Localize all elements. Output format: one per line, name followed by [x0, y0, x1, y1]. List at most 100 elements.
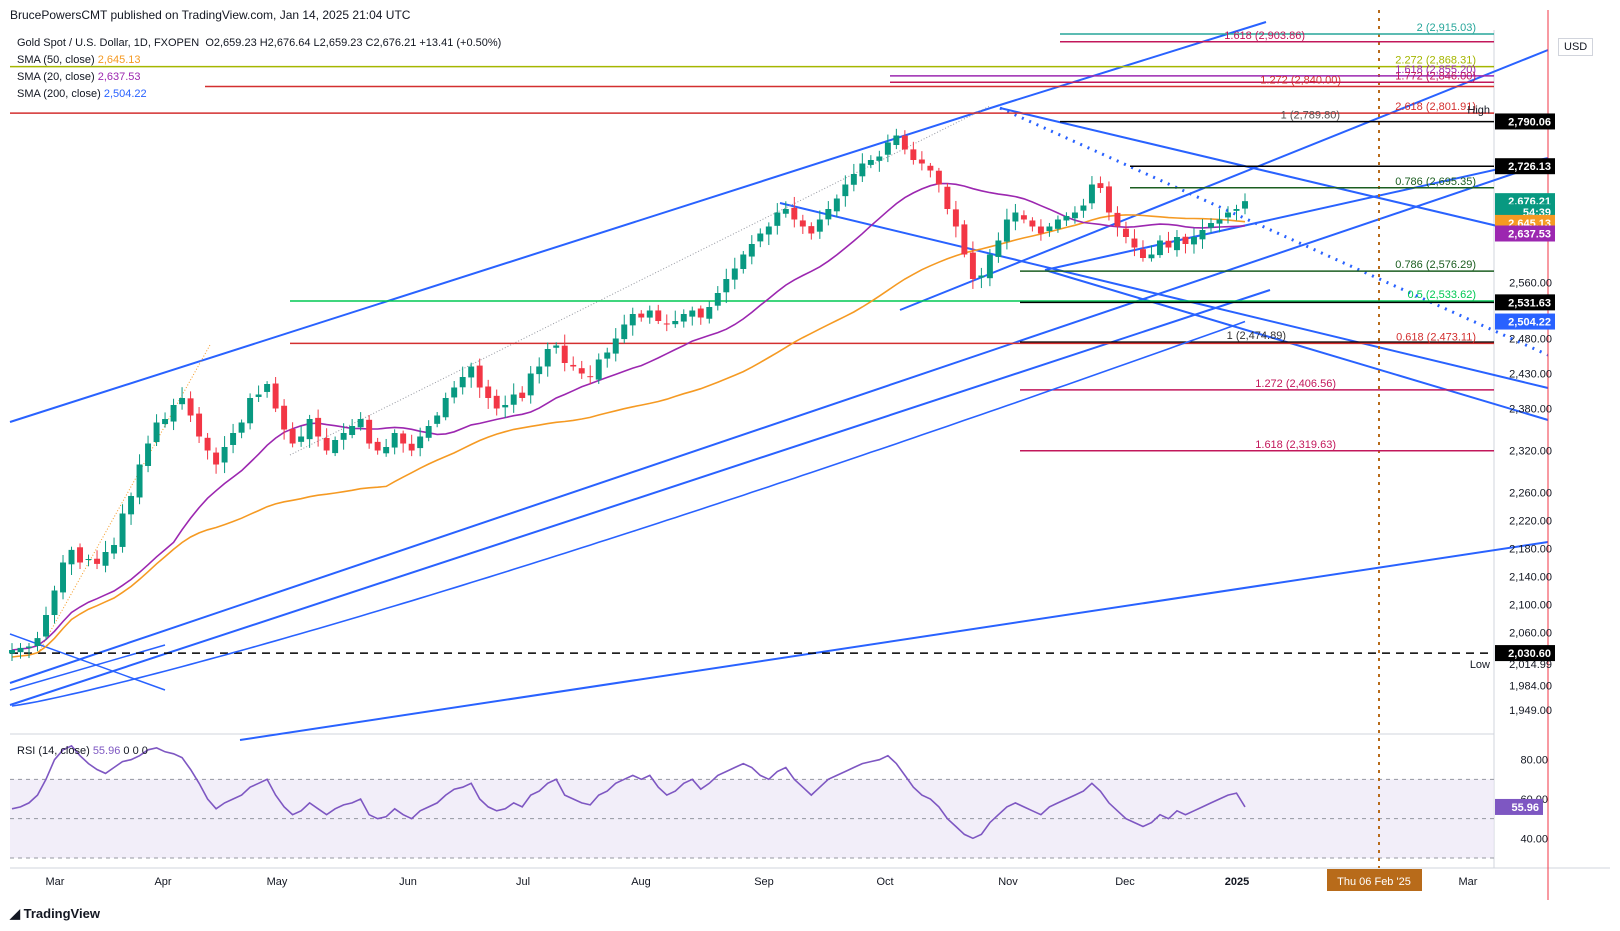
candle-body-81: [697, 308, 704, 318]
fib-label-14: 1.618 (2,319.63): [1255, 439, 1336, 451]
legend-sma20[interactable]: SMA (20, close) 2,637.53: [17, 69, 501, 86]
price-tick-7: 2,220.00: [1509, 516, 1552, 528]
candle-body-100: [859, 163, 866, 177]
candle-body-10: [94, 558, 101, 564]
candle-body-130: [1114, 212, 1121, 227]
time-highlight-bg: [1327, 869, 1422, 891]
time-label-0: Mar: [46, 876, 65, 888]
candle-body-48: [417, 436, 424, 449]
channel-upper-line: [9, 104, 1001, 423]
legend-sma200[interactable]: SMA (200, close) 2,504.22: [17, 86, 501, 103]
candle-body-12: [111, 545, 118, 554]
candle-body-8: [77, 547, 84, 563]
rsi-tick-2: 40.00: [1520, 833, 1548, 845]
rsi-band: [10, 778, 1494, 859]
candle-body-57: [493, 395, 500, 409]
candle-body-41: [357, 419, 364, 428]
candle-body-77: [663, 323, 670, 325]
candle-body-51: [442, 398, 449, 418]
fib-label-3: 1.618 (2,855.20): [1395, 64, 1476, 76]
fib-label-2: 2.272 (2,868.31): [1395, 55, 1476, 67]
fib-label-1: 1.618 (2,903.86): [1224, 30, 1305, 42]
time-label-5: Aug: [631, 876, 651, 888]
horizontal-levels: [10, 33, 1494, 654]
candle-body-73: [629, 314, 636, 326]
rsi-badge-bg: [1495, 798, 1543, 815]
currency-button[interactable]: USD: [1558, 38, 1594, 56]
candle-body-56: [485, 386, 492, 398]
sma20-label: SMA (20, close): [17, 71, 95, 83]
candle-body-36: [315, 417, 322, 437]
fib-label-6: 2.618 (2,801.91): [1395, 101, 1476, 113]
candle-body-49: [425, 426, 432, 438]
price-tick-11: 2,060.00: [1509, 628, 1552, 640]
candle-body-79: [680, 314, 687, 322]
candle-body-27: [238, 422, 245, 433]
candle-body-47: [408, 443, 415, 451]
candle-body-115: [986, 254, 993, 279]
rsi-band-fill: [10, 779, 1494, 858]
fib-label-7: 1 (2,789.80): [1281, 110, 1340, 122]
dotted-orange-diagonal: [39, 344, 211, 651]
rsi-badge: 55.96: [1511, 802, 1539, 814]
candle-body-15: [136, 464, 143, 498]
candle-body-123: [1054, 219, 1061, 229]
sma50-path: [11, 214, 1246, 658]
time-axis[interactable]: Mar Apr May Jun Jul Aug Sep Oct Nov Dec 2025 Mar Thu…: [46, 869, 1478, 891]
candle-body-3: [34, 638, 41, 646]
legend-symbol[interactable]: Gold Spot / U.S. Dollar, 1D, FXOPEN O2,6…: [17, 35, 501, 52]
candle-body-69: [595, 359, 602, 380]
candle-body-74: [638, 313, 645, 318]
candle-body-132: [1131, 238, 1138, 248]
rsi-legend[interactable]: RSI (14, close) 55.96 0 0 0: [17, 745, 148, 757]
legend-sma50[interactable]: SMA (50, close) 2,645.13: [17, 52, 501, 69]
candle-body-32: [281, 405, 288, 430]
candle-body-128: [1097, 183, 1104, 188]
candle-body-145: [1242, 201, 1248, 209]
sma200-value: 2,504.22: [103, 88, 147, 100]
candle-body-144: [1233, 209, 1240, 211]
time-label-2: May: [267, 876, 288, 888]
price-axis[interactable]: 2,790.06 2,560.00 2,480.00 2,430.00 2,380.00…: [1467, 104, 1555, 845]
candle-body-114: [978, 275, 985, 278]
candle-body-2: [26, 646, 32, 648]
candle-body-1: [17, 647, 24, 653]
candle-body-25: [221, 447, 228, 463]
early-cross-line-2: [9, 644, 166, 691]
price-tick-5: 2,320.00: [1509, 446, 1552, 458]
candle-body-11: [102, 552, 109, 566]
price-badge-0: 2,790.06: [1508, 116, 1551, 128]
candle-body-75: [646, 310, 653, 318]
logo-icon: ◢: [10, 906, 24, 921]
sma200-label: SMA (200, close): [17, 88, 101, 100]
price-tick-10: 2,100.00: [1509, 600, 1552, 612]
candle-body-16: [145, 443, 152, 466]
candle-body-21: [187, 398, 194, 416]
candle-body-9: [85, 559, 92, 560]
candle-body-142: [1216, 219, 1223, 224]
descending-channel-upper: [779, 202, 1549, 389]
candle-body-43: [374, 441, 381, 451]
candle-body-46: [400, 433, 407, 444]
candle-body-59: [510, 394, 517, 405]
candle-body-78: [672, 321, 679, 325]
candle-body-65: [561, 345, 568, 363]
candle-body-126: [1080, 205, 1087, 211]
price-badge-bg-1: [1495, 158, 1555, 175]
candle-body-37: [323, 438, 330, 451]
candle-body-31: [272, 383, 279, 409]
candle-body-120: [1029, 220, 1036, 227]
sma200-path: [11, 320, 1246, 707]
price-tick-9: 2,140.00: [1509, 572, 1552, 584]
candle-body-50: [434, 415, 441, 424]
rsi-path: [11, 744, 1246, 840]
candle-body-19: [170, 405, 177, 422]
steep-trendline: [899, 49, 1549, 311]
price-tick-6: 2,260.00: [1509, 488, 1552, 500]
candle-body-29: [255, 394, 262, 397]
fib-label-11: 1 (2,474.89): [1227, 330, 1286, 342]
dotted-downtrend-line: [999, 106, 1549, 357]
candle-body-84: [723, 279, 730, 293]
candle-body-38: [332, 440, 339, 454]
